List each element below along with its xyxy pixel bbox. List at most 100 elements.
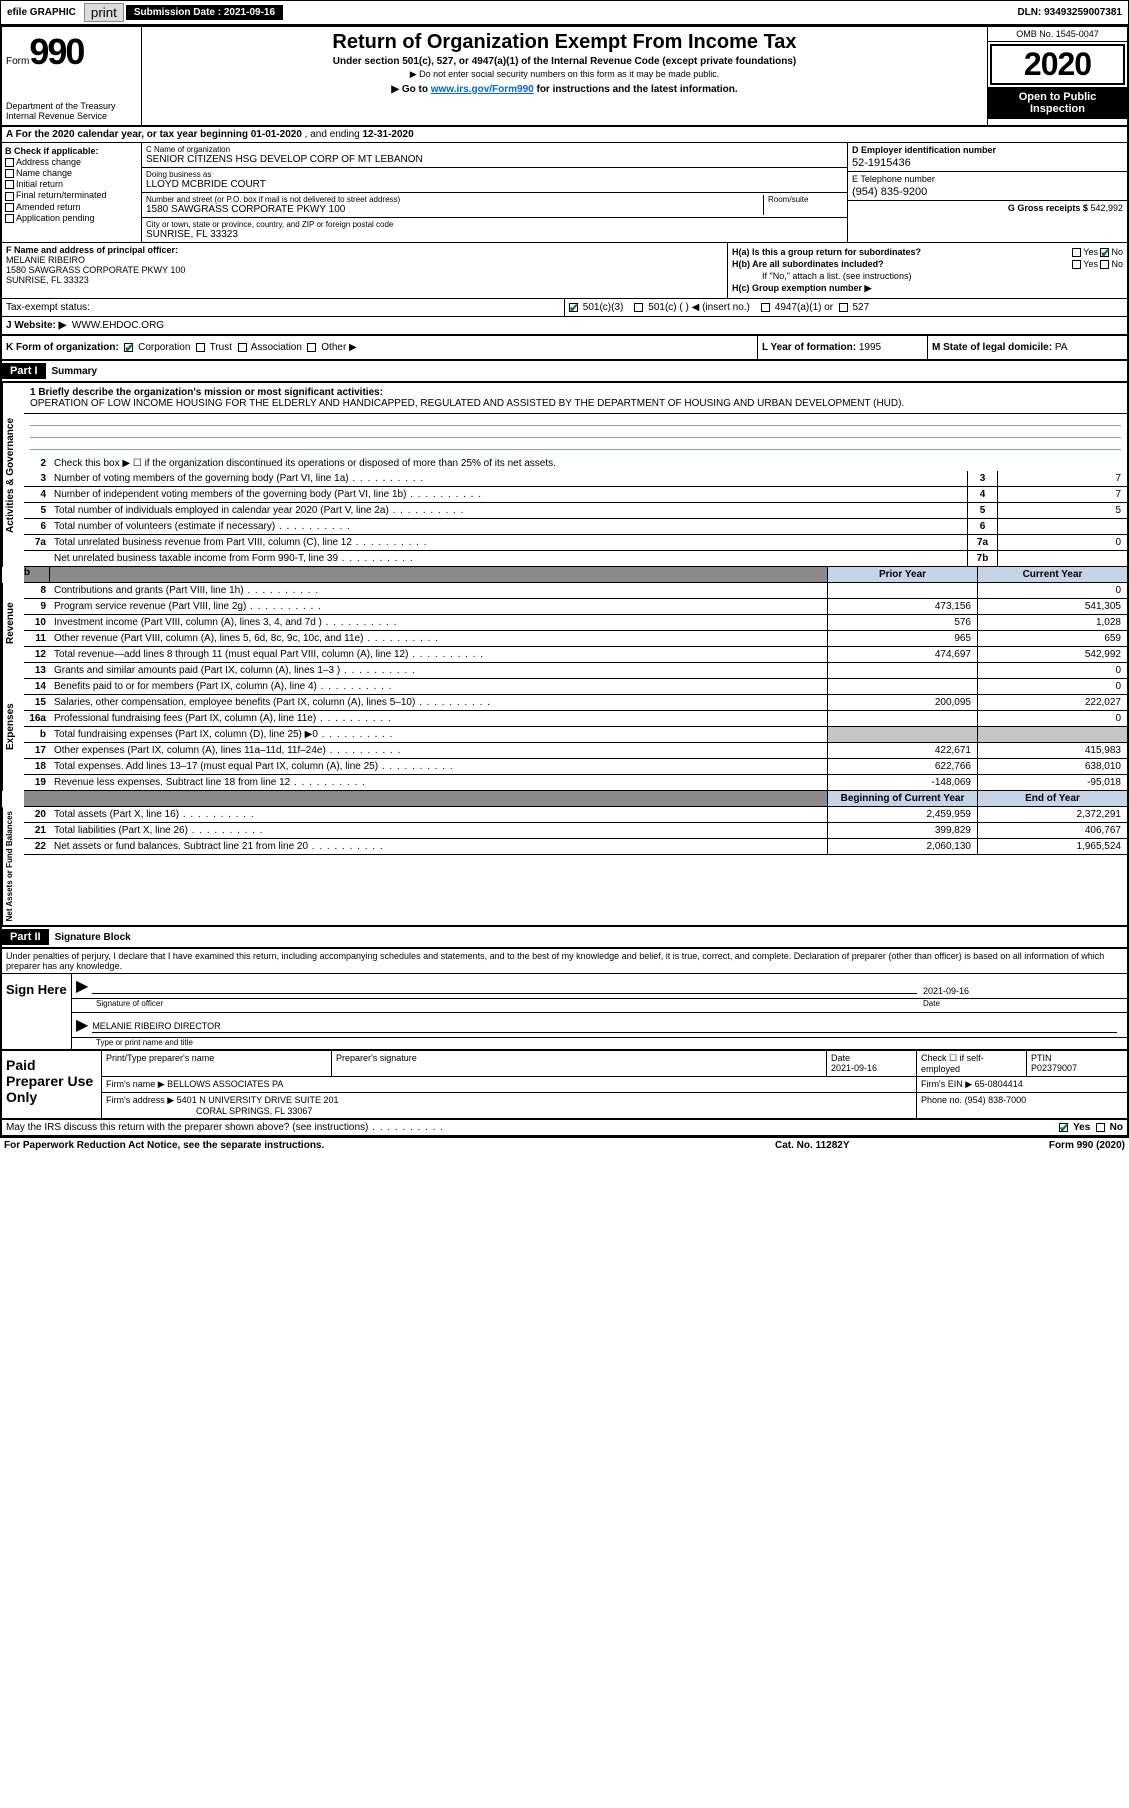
part1-net: Net Assets or Fund Balances 20Total asse…	[2, 807, 1127, 927]
street-address: 1580 SAWGRASS CORPORATE PKWY 100	[146, 204, 763, 215]
header-mid: Return of Organization Exempt From Incom…	[142, 27, 987, 125]
top-bar: efile GRAPHIC print Submission Date : 20…	[0, 0, 1129, 25]
subtitle-2: ▶ Do not enter social security numbers o…	[146, 69, 983, 80]
chk-final[interactable]	[5, 192, 14, 201]
tab-governance: Activities & Governance	[2, 383, 24, 567]
form-title: Return of Organization Exempt From Incom…	[146, 31, 983, 54]
officer-signature[interactable]	[92, 992, 917, 994]
col-b-checkboxes: B Check if applicable: Address change Na…	[2, 143, 142, 242]
part2-header: Part IISignature Block	[2, 927, 1127, 949]
table-row: 6Total number of volunteers (estimate if…	[24, 519, 1127, 535]
table-row: 19Revenue less expenses. Subtract line 1…	[24, 775, 1127, 791]
table-row: 16aProfessional fundraising fees (Part I…	[24, 711, 1127, 727]
city-state-zip: SUNRISE, FL 33323	[146, 229, 843, 240]
open-public: Open to Public Inspection	[988, 87, 1127, 119]
tab-net-assets: Net Assets or Fund Balances	[2, 807, 24, 925]
section-bcde: B Check if applicable: Address change Na…	[2, 143, 1127, 243]
table-row: bTotal fundraising expenses (Part IX, co…	[24, 727, 1127, 743]
chk-527[interactable]	[839, 303, 848, 312]
chk-address[interactable]	[5, 158, 14, 167]
table-row: 18Total expenses. Add lines 13–17 (must …	[24, 759, 1127, 775]
table-row: 14Benefits paid to or for members (Part …	[24, 679, 1127, 695]
chk-discuss-yes[interactable]	[1059, 1123, 1068, 1132]
prior-current-header: b Prior Year Current Year	[24, 567, 1127, 583]
row-i-tax-status: Tax-exempt status: 501(c)(3) 501(c) ( ) …	[2, 299, 1127, 317]
table-row: 20Total assets (Part X, line 16)2,459,95…	[24, 807, 1127, 823]
chk-name[interactable]	[5, 169, 14, 178]
dln: DLN: 93493259007381	[1011, 5, 1128, 20]
dba: LLOYD MCBRIDE COURT	[146, 179, 843, 190]
goto-line: ▶ Go to www.irs.gov/Form990 for instruct…	[146, 84, 983, 95]
chk-ha-yes[interactable]	[1072, 248, 1081, 257]
omb-number: OMB No. 1545-0047	[988, 27, 1127, 42]
tab-expenses: Expenses	[2, 663, 24, 791]
form-990: Form990 Department of the Treasury Inter…	[0, 25, 1129, 1138]
domicile-state: PA	[1055, 342, 1068, 353]
chk-discuss-no[interactable]	[1096, 1123, 1105, 1132]
subtitle-1: Under section 501(c), 527, or 4947(a)(1)…	[146, 56, 983, 67]
col-h-group: H(a) Is this a group return for subordin…	[727, 243, 1127, 298]
tab-revenue: Revenue	[2, 583, 24, 663]
year-formed: 1995	[859, 342, 881, 353]
form-number: 990	[29, 31, 83, 72]
table-row: 7aTotal unrelated business revenue from …	[24, 535, 1127, 551]
table-row: 4Number of independent voting members of…	[24, 487, 1127, 503]
chk-other[interactable]	[307, 343, 316, 352]
chk-hb-no[interactable]	[1100, 260, 1109, 269]
begin-end-header: Beginning of Current Year End of Year	[24, 791, 1127, 807]
table-row: 13Grants and similar amounts paid (Part …	[24, 663, 1127, 679]
sig-date: 2021-09-16	[923, 986, 969, 996]
table-row: 22Net assets or fund balances. Subtract …	[24, 839, 1127, 855]
table-row: 5Total number of individuals employed in…	[24, 503, 1127, 519]
chk-assoc[interactable]	[238, 343, 247, 352]
prep-date: 2021-09-16	[831, 1063, 912, 1073]
chk-501c[interactable]	[634, 303, 643, 312]
table-row: 9Program service revenue (Part VIII, lin…	[24, 599, 1127, 615]
chk-hb-yes[interactable]	[1072, 260, 1081, 269]
part1-exp: Expenses 13Grants and similar amounts pa…	[2, 663, 1127, 791]
efile-label: efile GRAPHIC	[1, 5, 82, 20]
chk-4947[interactable]	[761, 303, 770, 312]
gross-receipts: 542,992	[1090, 203, 1123, 213]
signature-declaration: Under penalties of perjury, I declare th…	[2, 949, 1127, 974]
col-f-officer: F Name and address of principal officer:…	[2, 243, 727, 298]
sign-here-block: Sign Here ▶ 2021-09-16 Signature of offi…	[2, 974, 1127, 1049]
submission-date: Submission Date : 2021-09-16	[126, 5, 283, 20]
paid-preparer-block: Paid Preparer Use Only Print/Type prepar…	[2, 1049, 1127, 1120]
org-name: SENIOR CITIZENS HSG DEVELOP CORP OF MT L…	[146, 154, 843, 165]
part1-gov: Activities & Governance 1 Briefly descri…	[2, 383, 1127, 567]
chk-trust[interactable]	[196, 343, 205, 352]
chk-501c3[interactable]	[569, 303, 578, 312]
print-button[interactable]: print	[84, 3, 124, 22]
part1-rev: Revenue 8Contributions and grants (Part …	[2, 583, 1127, 663]
table-row: 10Investment income (Part VIII, column (…	[24, 615, 1127, 631]
table-row: 8Contributions and grants (Part VIII, li…	[24, 583, 1127, 599]
table-row: 15Salaries, other compensation, employee…	[24, 695, 1127, 711]
table-row: 17Other expenses (Part IX, column (A), l…	[24, 743, 1127, 759]
chk-amended[interactable]	[5, 203, 14, 212]
ptin: P02379007	[1031, 1063, 1123, 1073]
chk-pending[interactable]	[5, 214, 14, 223]
part1-header: Part ISummary	[2, 361, 1127, 383]
form-header: Form990 Department of the Treasury Inter…	[2, 27, 1127, 127]
firm-addr1: 5401 N UNIVERSITY DRIVE SUITE 201	[177, 1095, 339, 1105]
chk-ha-no[interactable]	[1100, 248, 1109, 257]
name-arrow-icon: ▶	[76, 1015, 88, 1035]
dept-label: Department of the Treasury Internal Reve…	[6, 101, 137, 121]
website: WWW.EHDOC.ORG	[72, 320, 164, 331]
row-j-website: J Website: ▶ WWW.EHDOC.ORG	[2, 317, 1127, 336]
firm-phone: (954) 838-7000	[965, 1095, 1027, 1105]
col-de: D Employer identification number 52-1915…	[847, 143, 1127, 242]
row-a-tax-year: A For the 2020 calendar year, or tax yea…	[2, 127, 1127, 143]
form990-link[interactable]: www.irs.gov/Form990	[431, 84, 534, 95]
ein: 52-1915436	[852, 157, 1123, 169]
section-fh: F Name and address of principal officer:…	[2, 243, 1127, 299]
officer-typed-name: MELANIE RIBEIRO DIRECTOR	[92, 1021, 1117, 1033]
table-row: 12Total revenue—add lines 8 through 11 (…	[24, 647, 1127, 663]
firm-addr2: CORAL SPRINGS, FL 33067	[106, 1106, 912, 1116]
page-footer: For Paperwork Reduction Act Notice, see …	[0, 1138, 1129, 1153]
chk-corp[interactable]	[124, 343, 133, 352]
firm-name: BELLOWS ASSOCIATES PA	[167, 1079, 283, 1089]
header-right: OMB No. 1545-0047 2020 Open to Public In…	[987, 27, 1127, 125]
chk-initial[interactable]	[5, 180, 14, 189]
